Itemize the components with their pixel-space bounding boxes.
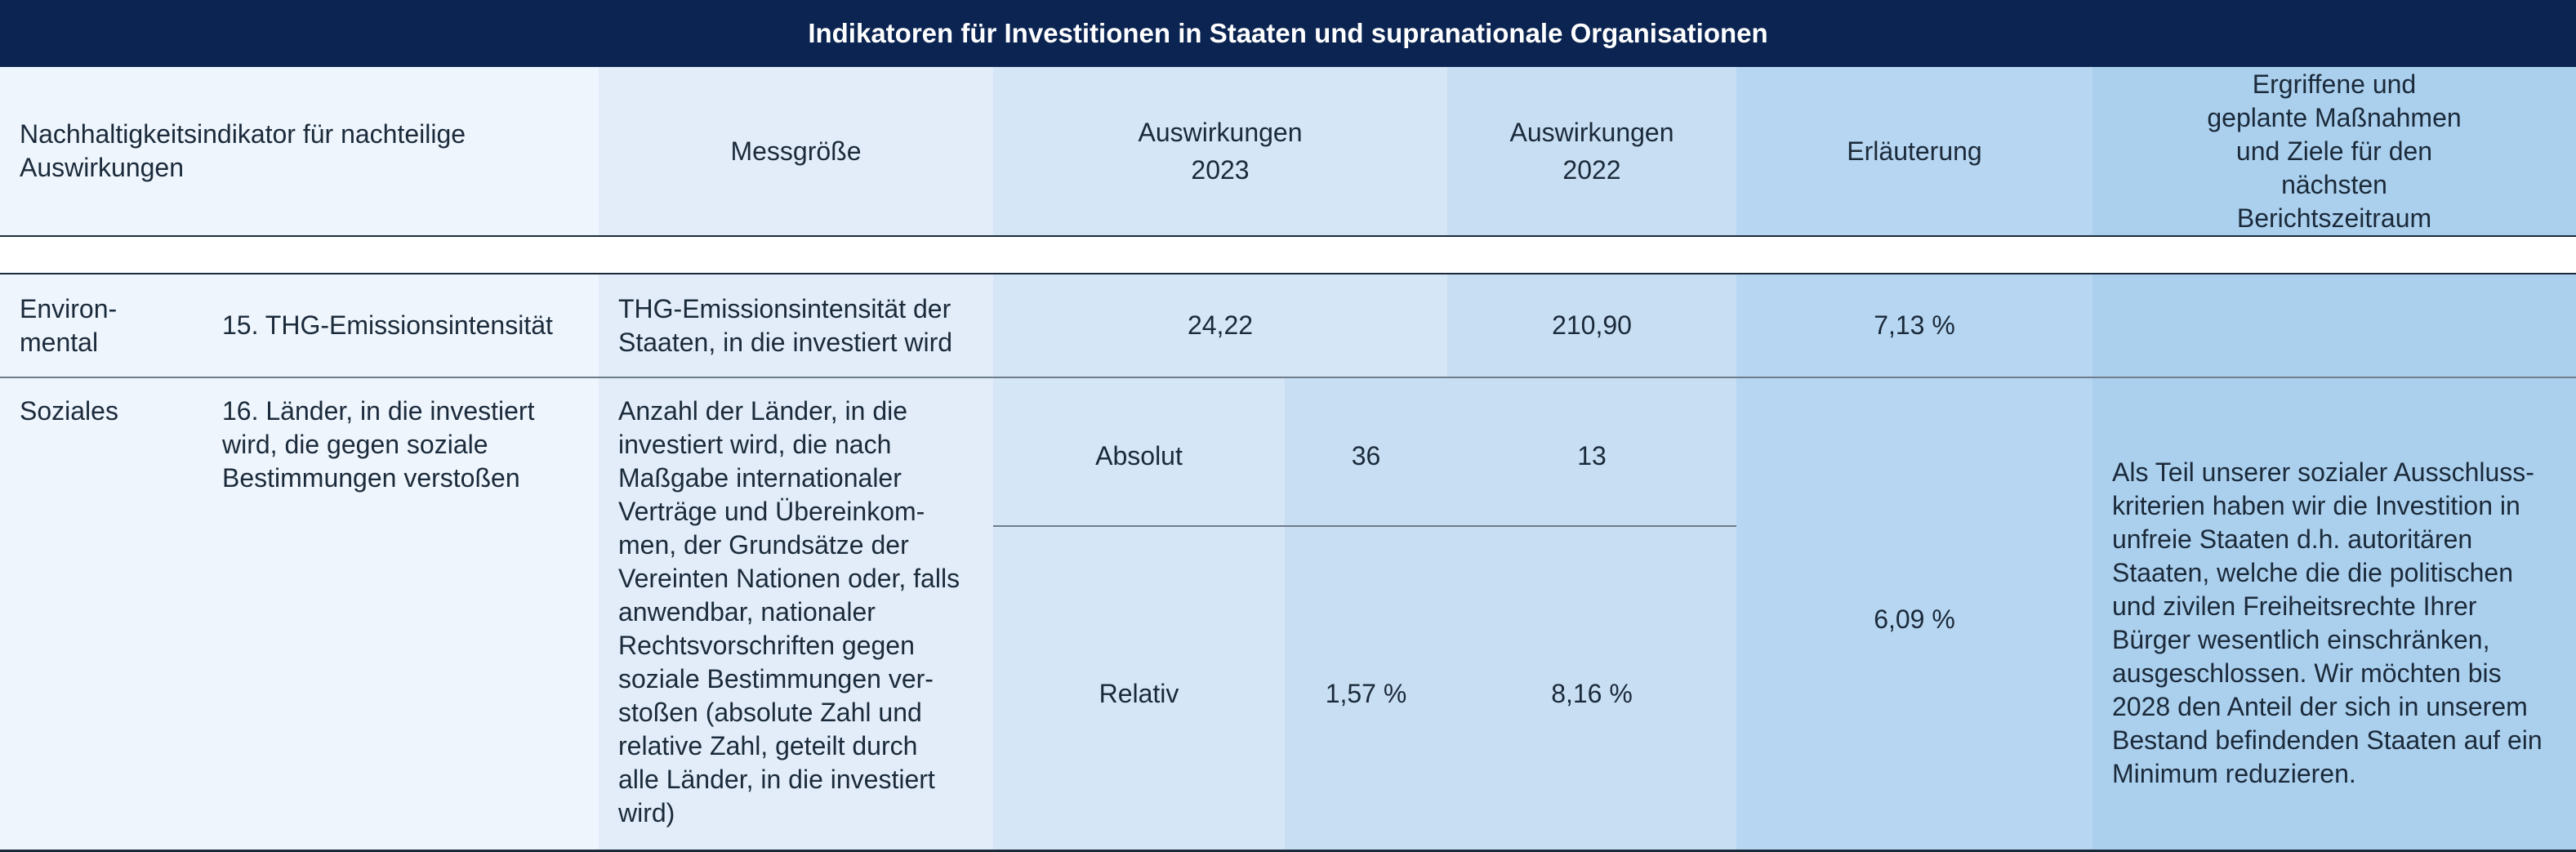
env-impact-2022: 210,90 [1552,310,1632,340]
header-impact-2022: Auswirkungen 2022 [1447,67,1736,235]
header-indicator: Nachhaltigkeitsindikator für nachteilige… [20,67,591,235]
social-indicator: 16. Länder, in die investiert wird, die … [222,396,535,493]
env-category: Environ-mental [20,294,118,357]
rule-header-bottom [0,235,2576,237]
rule-subrow-separator [993,525,1736,527]
social-absolute-label: Absolut [1095,441,1183,471]
header-impact-2022-label: Auswirkungen 2022 [1509,118,1674,185]
col-measures-bg [2092,67,2576,852]
social-metric: Anzahl der Länder, in die investiert wir… [618,396,960,827]
social-absolute-2023: 36 [1351,441,1381,471]
col-indicator-bg [0,67,599,852]
env-explanation: 7,13 % [1874,310,1955,340]
env-indicator: 15. THG-Emissionsintensität [222,310,553,340]
social-category: Soziales [20,396,118,426]
env-metric: THG-Emissionsintensität der Staaten, in … [618,294,953,357]
col-2022-bg [1447,67,1736,852]
rule-body-top [0,273,2576,274]
social-relative-2022: 8,16 % [1551,679,1633,708]
social-measures: Als Teil unserer sozialer Ausschluss-kri… [2112,457,2543,788]
header-impact-2023-label: Auswirkungen 2023 [1138,118,1303,185]
rule-table-bottom [0,850,2576,852]
rule-row-separator [0,377,2576,378]
header-measures-label: Ergriffene und geplante Maßnahmen und Zi… [2207,69,2462,233]
header-gap [0,235,2576,274]
social-sublabel-bg [993,378,1285,852]
header-metric-label: Messgröße [730,136,862,166]
social-relative-2023: 1,57 % [1325,679,1407,708]
header-measures: Ergriffene und geplante Maßnahmen und Zi… [2092,67,2576,235]
env-impact-2023: 24,22 [1187,310,1254,340]
social-absolute-2022: 13 [1577,441,1607,471]
social-explanation: 6,09 % [1874,604,1955,634]
header-explanation-label: Erläuterung [1847,136,1982,166]
header-explanation: Erläuterung [1736,67,2092,235]
col-metric-bg [599,67,993,852]
header-metric: Messgröße [599,67,993,235]
social-relative-label: Relativ [1099,679,1179,708]
header-indicator-label: Nachhaltigkeitsindikator für nachteilige… [20,119,466,182]
social-2023-value-bg [1285,378,1447,852]
table-title: Indikatoren für Investitionen in Staaten… [0,0,2576,67]
col-explanation-bg [1736,67,2092,852]
header-impact-2023: Auswirkungen 2023 [993,67,1447,235]
